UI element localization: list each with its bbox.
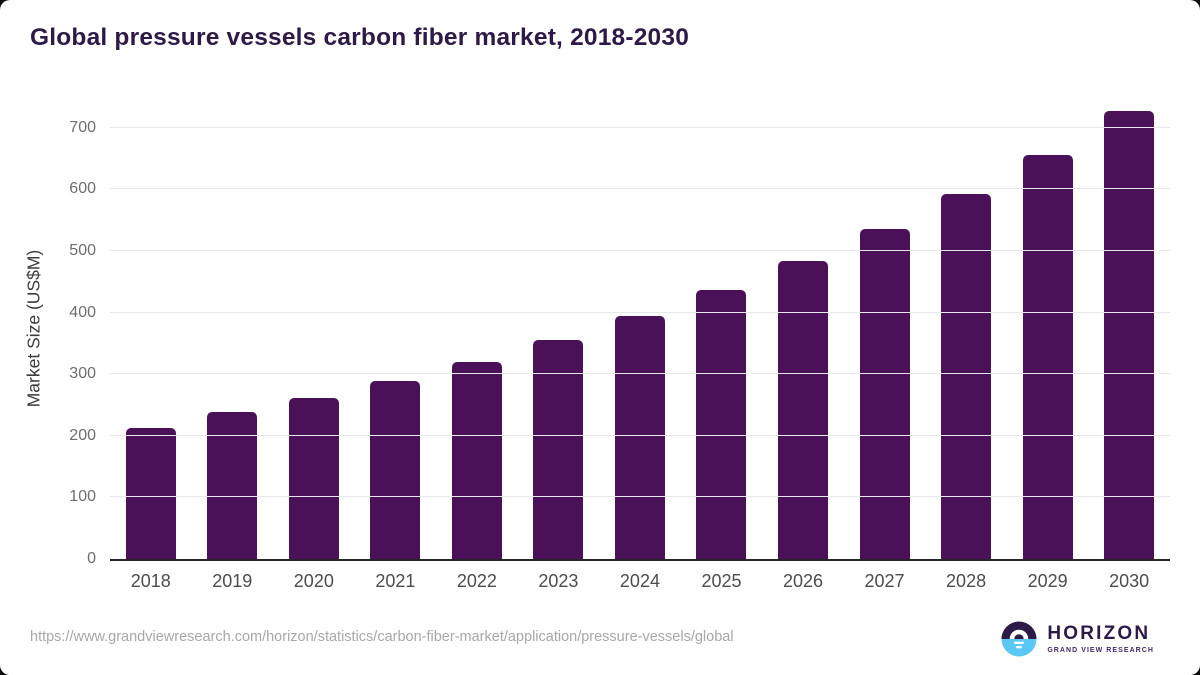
x-tick-label-2029: 2029 — [1027, 571, 1068, 591]
x-tick-label-2022: 2022 — [456, 571, 497, 591]
gridline-600 — [110, 188, 1170, 190]
bar-2023 — [533, 339, 584, 559]
bar-2025 — [696, 289, 747, 559]
x-tick-label-2025: 2025 — [701, 571, 742, 591]
bar-2021 — [370, 380, 421, 559]
bar-2022 — [451, 361, 502, 559]
y-tick-label-600: 600 — [69, 180, 96, 198]
bars-container — [110, 97, 1170, 559]
bar-slot-2020 — [273, 97, 355, 559]
bar-slot-2025 — [681, 97, 763, 559]
gridline-200 — [110, 434, 1170, 436]
x-tick-label-2018: 2018 — [130, 571, 171, 591]
x-tick-label-2023: 2023 — [538, 571, 579, 591]
logo-brand: HORIZON — [1047, 623, 1151, 644]
bar-2030 — [1104, 111, 1155, 559]
bar-slot-2021 — [355, 97, 437, 559]
sun-over-water-icon — [1001, 621, 1037, 657]
bar-2026 — [778, 261, 829, 559]
y-axis-title-text: Market Size (US$M) — [23, 249, 44, 407]
y-tick-label-400: 400 — [69, 303, 96, 321]
y-tick-label-200: 200 — [69, 426, 96, 444]
bar-2027 — [859, 229, 910, 559]
gridline-500 — [110, 250, 1170, 252]
gridline-100 — [110, 496, 1170, 498]
y-tick-label-100: 100 — [69, 488, 96, 506]
bar-slot-2019 — [192, 97, 274, 559]
gridline-300 — [110, 373, 1170, 375]
bar-slot-2028 — [925, 97, 1007, 559]
y-tick-label-700: 700 — [69, 118, 96, 136]
bar-2029 — [1022, 154, 1073, 559]
y-tick-label-500: 500 — [69, 242, 96, 260]
source-url: https://www.grandviewresearch.com/horizo… — [30, 629, 734, 645]
bar-slot-2026 — [762, 97, 844, 559]
x-tick-label-2027: 2027 — [864, 571, 905, 591]
gridline-400 — [110, 311, 1170, 313]
horizon-logo: HORIZON GRAND VIEW RESEARCH — [1001, 621, 1154, 657]
bar-2018 — [125, 428, 176, 559]
logo-text: HORIZON GRAND VIEW RESEARCH — [1047, 624, 1154, 654]
bar-slot-2027 — [844, 97, 926, 559]
gridline-700 — [110, 126, 1170, 128]
x-axis-tick-labels: 2018 2019 2020 2021 2022 2023 2024 2025 2026 2027… — [110, 559, 1170, 592]
bar-slot-2029 — [1007, 97, 1089, 559]
y-axis-title: Market Size (US$M) — [12, 97, 56, 559]
bar-2024 — [614, 316, 665, 559]
y-tick-label-300: 300 — [69, 365, 96, 383]
bar-slot-2024 — [599, 97, 681, 559]
y-tick-label-0: 0 — [87, 550, 96, 567]
bar-slot-2022 — [436, 97, 518, 559]
bar-2028 — [941, 193, 992, 559]
logo-subtitle: GRAND VIEW RESEARCH — [1047, 647, 1154, 654]
bar-2019 — [207, 411, 258, 559]
bar-slot-2030 — [1088, 97, 1170, 559]
x-tick-label-2020: 2020 — [293, 571, 334, 591]
bar-slot-2018 — [110, 97, 192, 559]
x-tick-label-2024: 2024 — [619, 571, 660, 591]
x-tick-label-2030: 2030 — [1109, 571, 1150, 591]
bar-2020 — [288, 397, 339, 559]
plot-area: 2018 2019 2020 2021 2022 2023 2024 2025 2026 2027… — [69, 97, 1170, 591]
x-tick-label-2026: 2026 — [782, 571, 824, 591]
bar-slot-2023 — [518, 97, 600, 559]
x-tick-label-2028: 2028 — [946, 571, 987, 591]
chart-title: Global pressure vessels carbon fiber mar… — [30, 24, 690, 51]
x-tick-label-2021: 2021 — [375, 571, 416, 591]
x-tick-label-2019: 2019 — [212, 571, 253, 591]
